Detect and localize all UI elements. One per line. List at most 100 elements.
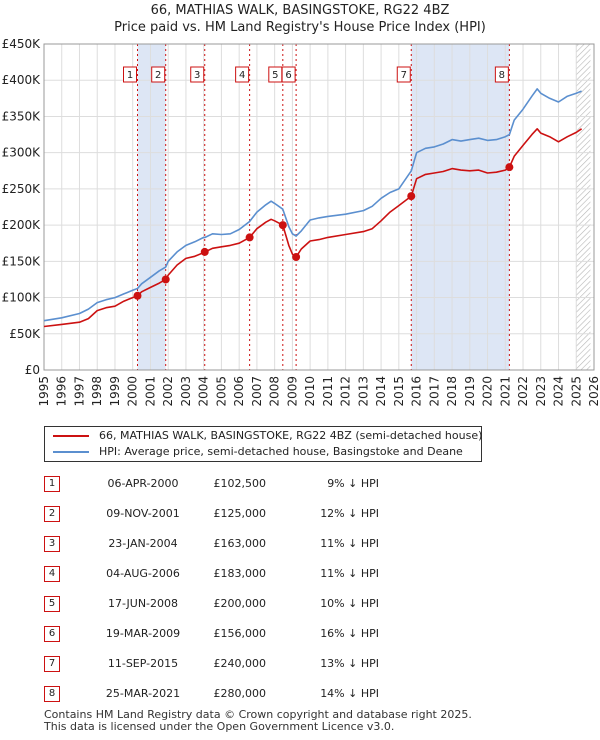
sale-marker-box: [235, 66, 250, 83]
chart-subtitle: Price paid vs. HM Land Registry's House …: [114, 20, 486, 35]
sale-number-badge: 5: [44, 596, 60, 612]
sale-point: [505, 163, 514, 172]
footer: Contains HM Land Registry data © Crown c…: [44, 709, 472, 733]
footer-copyright: Contains HM Land Registry data © Crown c…: [44, 708, 472, 721]
sale-marker-box: [396, 66, 411, 83]
sale-point: [133, 291, 142, 300]
y-tick-label: £100K: [2, 291, 42, 305]
sale-hpi-diff: 10% ↓ HPI: [320, 597, 379, 610]
x-tick-label: 2012: [339, 376, 353, 407]
x-tick-label: 2005: [214, 376, 228, 407]
x-tick-label: 2017: [427, 376, 441, 407]
y-tick-label: £250K: [2, 182, 42, 196]
chart-title-line1: 66, MATHIAS WALK, BASINGSTOKE, RG22 4BZ: [150, 3, 450, 18]
sale-hpi-diff: 12% ↓ HPI: [320, 507, 379, 520]
x-tick-label: 1995: [37, 376, 51, 407]
x-tick-label: 1998: [90, 376, 104, 407]
sale-point: [161, 275, 170, 284]
sale-marker-label: 3: [194, 70, 200, 81]
y-tick-label: £400K: [2, 73, 42, 87]
x-tick-label: 2015: [392, 376, 406, 407]
sale-date: 09-NOV-2001: [106, 507, 180, 520]
x-tick-label: 2011: [321, 376, 335, 407]
sale-date: 17-JUN-2008: [107, 597, 179, 610]
sale-marker-label: 4: [239, 70, 245, 81]
x-tick-label: 2003: [179, 376, 193, 407]
y-tick-label: £50K: [9, 327, 41, 341]
sale-marker-label: 6: [285, 70, 291, 81]
chart-title: 66, MATHIAS WALK, BASINGSTOKE, RG22 4BZ …: [0, 2, 600, 36]
sale-date: 06-APR-2000: [107, 477, 179, 490]
sale-row: 5 17-JUN-2008 £200,000 10% ↓ HPI: [44, 596, 564, 612]
sale-marker-label: 5: [272, 70, 278, 81]
x-tick-label: 2006: [232, 376, 246, 407]
sale-date: 23-JAN-2004: [108, 537, 178, 550]
x-tick-label: 2013: [356, 376, 370, 407]
y-tick-label: £200K: [2, 218, 42, 232]
sale-price: £280,000: [213, 687, 267, 700]
x-tick-label: 2025: [569, 376, 583, 407]
sale-row: 7 11-SEP-2015 £240,000 13% ↓ HPI: [44, 656, 564, 672]
sale-row: 4 04-AUG-2006 £183,000 11% ↓ HPI: [44, 566, 564, 582]
x-tick-label: 2009: [285, 376, 299, 407]
x-tick-label: 2023: [534, 376, 548, 407]
x-tick-label: 1999: [108, 376, 122, 407]
sale-point: [245, 233, 254, 242]
y-tick-label: £0: [25, 363, 40, 377]
sale-hpi-diff: 9% ↓ HPI: [327, 477, 379, 490]
legend-label-property: 66, MATHIAS WALK, BASINGSTOKE, RG22 4BZ …: [99, 429, 483, 442]
y-tick-label: £300K: [2, 146, 42, 160]
sale-marker-label: 7: [401, 70, 407, 81]
sale-date: 19-MAR-2009: [105, 627, 181, 640]
sale-row: 8 25-MAR-2021 £280,000 14% ↓ HPI: [44, 686, 564, 702]
sale-hpi-diff: 11% ↓ HPI: [320, 537, 379, 550]
legend: 66, MATHIAS WALK, BASINGSTOKE, RG22 4BZ …: [44, 426, 482, 462]
sale-price: £156,000: [213, 627, 267, 640]
sale-date: 11-SEP-2015: [107, 657, 179, 670]
sale-point: [292, 252, 301, 261]
shaded-range: [411, 44, 510, 370]
sale-marker-box: [123, 66, 137, 83]
sale-marker-box: [494, 66, 509, 83]
x-tick-label: 2024: [552, 376, 566, 407]
y-tick-label: £150K: [2, 254, 42, 268]
legend-label-hpi: HPI: Average price, semi-detached house,…: [99, 445, 463, 458]
x-tick-label: 2002: [161, 376, 175, 407]
x-tick-label: 2021: [498, 376, 512, 407]
sale-marker-box: [151, 66, 166, 83]
legend-swatch-hpi: [53, 451, 89, 453]
sale-hpi-diff: 14% ↓ HPI: [320, 687, 379, 700]
x-tick-label: 2022: [516, 376, 530, 407]
sale-price: £200,000: [213, 597, 267, 610]
x-tick-label: 1996: [55, 376, 69, 407]
sale-marker-label: 1: [127, 70, 133, 81]
sale-marker-label: 8: [499, 70, 505, 81]
legend-item-hpi: HPI: Average price, semi-detached house,…: [53, 444, 463, 460]
sale-price: £240,000: [213, 657, 267, 670]
sale-row: 6 19-MAR-2009 £156,000 16% ↓ HPI: [44, 626, 564, 642]
sale-date: 04-AUG-2006: [106, 567, 180, 580]
legend-swatch-property: [53, 435, 89, 437]
x-tick-label: 2001: [143, 376, 157, 407]
footer-licence: This data is licensed under the Open Gov…: [44, 720, 395, 733]
shaded-range: [137, 44, 166, 370]
sale-number-badge: 1: [44, 476, 60, 492]
sale-row: 1 06-APR-2000 £102,500 9% ↓ HPI: [44, 476, 564, 492]
plot-area: [44, 44, 594, 370]
x-tick-label: 2014: [374, 376, 388, 407]
x-tick-label: 2000: [126, 376, 140, 407]
sale-price: £102,500: [213, 477, 267, 490]
sale-row: 2 09-NOV-2001 £125,000 12% ↓ HPI: [44, 506, 564, 522]
x-tick-label: 2016: [410, 376, 424, 407]
sale-price: £163,000: [213, 537, 267, 550]
x-tick-label: 2010: [303, 376, 317, 407]
sale-number-badge: 4: [44, 566, 60, 582]
sale-price: £183,000: [213, 567, 267, 580]
price-chart: £0 £50K £100K £150K £200K £250K £300K £350K £400…: [2, 37, 600, 407]
sale-number-badge: 3: [44, 536, 60, 552]
sale-number-badge: 6: [44, 626, 60, 642]
sale-marker-label: 2: [155, 70, 161, 81]
x-tick-label: 2020: [481, 376, 495, 407]
property-series-line: [43, 128, 583, 328]
plot-border: [43, 43, 595, 371]
